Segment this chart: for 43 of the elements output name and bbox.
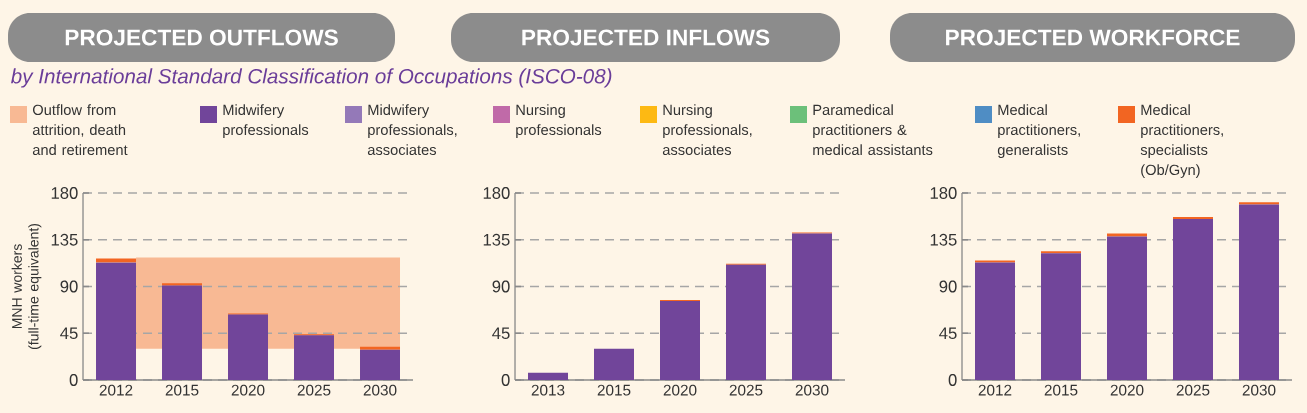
x-tick-label: 2025: [297, 384, 331, 396]
legend-label: Nursing professionals, associates: [662, 104, 752, 156]
y-tick-label: 180: [51, 187, 78, 199]
chart-title: PROJECTED WORKFORCE: [946, 29, 1240, 46]
y-tick-label: 135: [483, 233, 510, 246]
y-tick-label: 45: [60, 327, 78, 340]
x-tick-label: 2020: [663, 384, 697, 396]
y-tick-label: 180: [930, 187, 957, 199]
legend-label: Midwifery professionals, associates: [367, 104, 457, 156]
legend-label: Medical practitioners, generalists: [997, 104, 1080, 158]
x-tick-label: 2013: [531, 384, 565, 396]
legend-label: Paramedical practitioners & medical assistants: [813, 104, 933, 156]
legend-label: Medical practitioners, specialists (Ob/Gyn): [1140, 104, 1223, 178]
x-tick-label: 2030: [363, 384, 397, 396]
chart-subtitle: by International Standard Classification of Occupations (ISCO-08): [11, 68, 612, 88]
x-tick-label: 2020: [1110, 384, 1144, 396]
y-tick-label: 0: [501, 374, 510, 386]
legend-label: Midwifery professionals: [223, 104, 309, 138]
x-tick-label: 2020: [231, 384, 265, 396]
y-tick-label: 90: [60, 280, 78, 293]
x-tick-label: 2030: [795, 384, 829, 396]
x-tick-label: 2015: [165, 384, 199, 396]
x-tick-label: 2012: [978, 384, 1012, 396]
legend-label: Nursing professionals: [516, 104, 602, 138]
y-tick-label: 135: [930, 233, 957, 246]
y-tick-label: 0: [69, 374, 78, 386]
y-tick-label: 90: [492, 280, 510, 293]
y-axis-title: MNH workers (full-time equivalent): [11, 223, 42, 350]
x-tick-label: 2025: [729, 384, 763, 396]
y-tick-label: 0: [948, 374, 957, 386]
y-tick-label: 135: [51, 233, 78, 246]
legend-label: Outflow from attrition, death and retirement: [32, 104, 128, 156]
x-tick-label: 2012: [99, 384, 133, 396]
chart-title: PROJECTED INFLOWS: [522, 29, 770, 46]
x-tick-label: 2015: [1044, 384, 1078, 396]
x-tick-label: 2015: [597, 384, 631, 396]
x-tick-label: 2025: [1176, 384, 1210, 396]
y-tick-label: 45: [939, 327, 957, 340]
chart-title: PROJECTED OUTFLOWS: [65, 29, 338, 46]
y-tick-label: 180: [483, 187, 510, 199]
y-tick-label: 45: [492, 327, 510, 340]
y-tick-label: 90: [939, 280, 957, 293]
x-tick-label: 2030: [1242, 384, 1276, 396]
